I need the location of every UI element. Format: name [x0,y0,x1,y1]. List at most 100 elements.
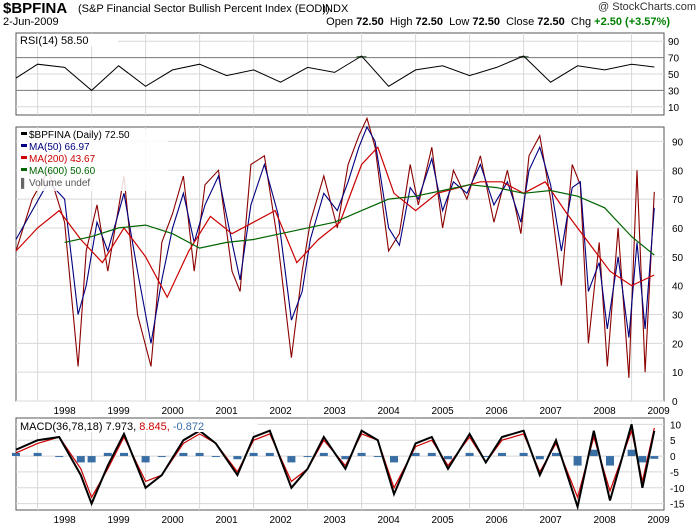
rsi-y-tick-label: 50 [668,70,680,81]
macd-x-tick-label: 1998 [53,515,76,526]
macd-value: 7.973, [106,421,140,433]
macd-x-tick-label: 2000 [161,515,184,526]
macd-hist-bar [103,452,112,457]
macd-hist-bar [120,452,128,457]
rsi-y-tick-label: 30 [668,86,680,97]
macd-hist-bar [195,452,204,457]
price-y-tick-label: 10 [672,368,684,379]
price-x-tick-label: 2005 [431,406,454,417]
macd-hist-bar [55,456,64,458]
macd-hist-bar [287,456,296,463]
legend-entry: MA(600) 50.60 [29,166,96,177]
price-x-tick-label: 1999 [107,406,130,417]
macd-hist-bar [552,452,560,457]
price-x-tick-label: 2002 [269,406,292,417]
macd-x-tick-label: 2006 [485,515,508,526]
symbol-title: $BPFINA [3,0,68,17]
macd-hist-bar [319,452,328,457]
macd-x-tick-label: 2007 [539,515,562,526]
histogram-value: -0.872 [173,421,204,433]
macd-hist-bar [179,452,188,457]
price-x-tick-label: 2004 [377,406,400,417]
price-x-tick-label: 2006 [485,406,508,417]
macd-hist-bar [638,456,647,463]
legend-swatch [21,168,27,171]
macd-hist-bar [606,456,614,466]
macd-panel: -15 -10 -5 0 5 10 MACD(36,78,18) 7.973, 8.845,… [12,417,685,511]
macd-x-tick-label: 2002 [269,515,292,526]
macd-hist-bar [498,452,506,457]
macd-y-tick-label: 0 [670,452,676,463]
macd-y-tick-label: -10 [670,484,685,495]
symbol-description: (S&P Financial Sector Bullish Percent In… [78,3,330,15]
macd-y-tick-label: 5 [670,436,676,447]
legend-swatch [21,132,27,135]
macd-legend-prefix: MACD(36,78,18) [20,421,106,433]
legend-swatch [21,156,27,159]
price-legend-bg [18,129,168,191]
macd-hist-bar [427,452,436,457]
rsi-legend-bg [18,34,118,46]
price-panel: 0 10 20 30 40 50 60 70 80 90 $BPFINA (Daily) 72.50… [15,116,684,408]
macd-y-tick-label: -15 [670,500,685,511]
close-value: 72.50 [537,16,565,28]
price-y-tick-label: 30 [672,310,684,321]
low-label: Low [449,16,470,28]
rsi-overbought-fill [356,55,367,58]
macd-x-tick-label: 1999 [107,515,130,526]
macd-x-tick-label: 2004 [377,515,400,526]
price-y-tick-label: 60 [672,224,684,235]
price-x-tick-label: 2007 [539,406,562,417]
macd-x-tick-label: 2009 [647,515,670,526]
macd-hist-bar [76,456,85,463]
price-x-tick-label: 2009 [647,406,670,417]
rsi-y-tick-label: 70 [668,54,680,65]
series-line-ma50 [15,125,655,344]
price-y-tick-label: 20 [672,339,684,350]
macd-x-axis: 1998 1999 2000 2001 2002 2003 2004 2005 2006 2007… [53,515,670,526]
macd-hist-bar [12,452,20,457]
rsi-overbought-fill [518,55,529,58]
macd-hist-bar [157,456,166,458]
macd-hist-bar [303,456,312,458]
legend-swatch [21,144,27,147]
legend-entry: $BPFINA (Daily) 72.50 [29,130,130,141]
price-y-tick-label: 50 [672,253,684,264]
macd-hist-bar [535,456,544,460]
price-x-tick-label: 1998 [53,406,76,417]
price-y-tick-label: 80 [672,166,684,177]
macd-hist-bar [341,456,350,460]
macd-hist-bar [650,456,659,459]
open-label: Open [326,16,354,28]
rsi-panel: 10 30 50 70 90 RSI(14) 58.50 [15,32,680,116]
series-line-ma600 [64,184,655,256]
macd-hist-bar [627,449,636,457]
macd-hist-bar [373,456,382,458]
macd-legend-bg [18,420,258,432]
signal-value: 8.845, [139,421,173,433]
chg-value: +2.50 (+3.57%) [594,16,670,28]
rsi-legend: RSI(14) 58.50 [20,35,88,47]
macd-hist-bar [465,452,474,457]
macd-hist-bar [211,456,220,458]
macd-x-tick-label: 2005 [431,515,454,526]
volume-legend: Volume undef [29,178,90,189]
watermark[interactable]: @ StockCharts.com [598,1,696,13]
macd-x-tick-label: 2003 [323,515,346,526]
price-y-tick-label: 40 [672,282,684,293]
quote-summary: Open 72.50 High 72.50 Low 72.50 Close 72… [326,16,670,28]
macd-y-tick-label: 10 [670,420,682,431]
price-y-tick-label: 70 [672,195,684,206]
macd-hist-bar [33,452,42,457]
macd-hist-bar [573,456,582,466]
price-y-tick-label: 0 [672,397,678,408]
price-x-axis: 1998 1999 2000 2001 2002 2003 2004 2005 2006 2007… [53,406,670,417]
price-x-tick-label: 2001 [215,406,238,417]
macd-hist-bar [357,452,366,457]
macd-hist-bar [411,452,420,457]
macd-legend: MACD(36,78,18) 7.973, 8.845, -0.872 [20,421,204,433]
price-x-tick-label: 2003 [323,406,346,417]
macd-hist-bar [87,456,96,463]
